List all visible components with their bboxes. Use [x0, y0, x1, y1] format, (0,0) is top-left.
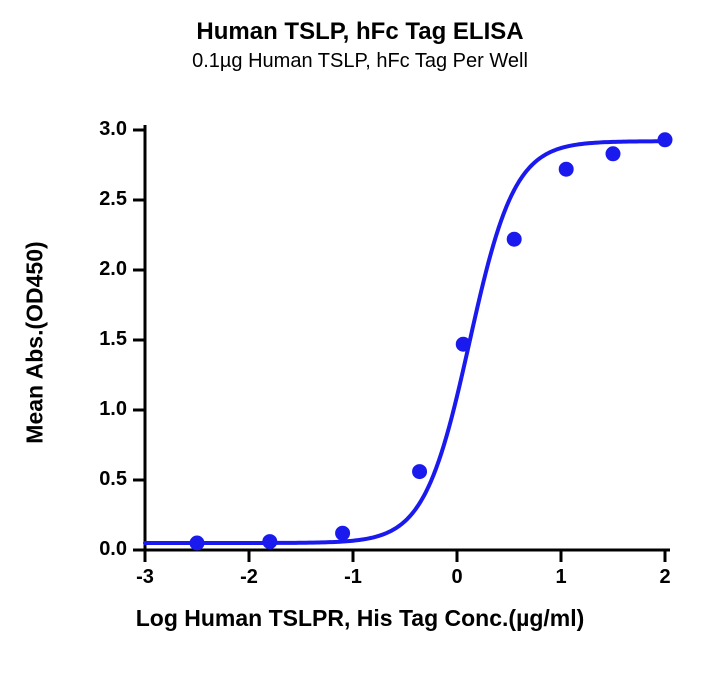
x-tick-label: 2 [645, 566, 685, 589]
x-tick-label: 0 [437, 566, 477, 589]
x-tick-label: -3 [125, 566, 165, 589]
y-tick-label: 2.0 [99, 258, 127, 281]
y-tick-label: 2.5 [99, 188, 127, 211]
y-tick-label: 0.5 [99, 468, 127, 491]
y-tick-label: 0.0 [99, 538, 127, 561]
x-tick-label: -2 [229, 566, 269, 589]
x-tick-label: -1 [333, 566, 373, 589]
y-tick-label: 1.5 [99, 328, 127, 351]
y-tick-label: 1.0 [99, 398, 127, 421]
y-tick-label: 3.0 [99, 118, 127, 141]
chart-container: Human TSLP, hFc Tag ELISA 0.1µg Human TS… [0, 0, 720, 695]
x-tick-label: 1 [541, 566, 581, 589]
